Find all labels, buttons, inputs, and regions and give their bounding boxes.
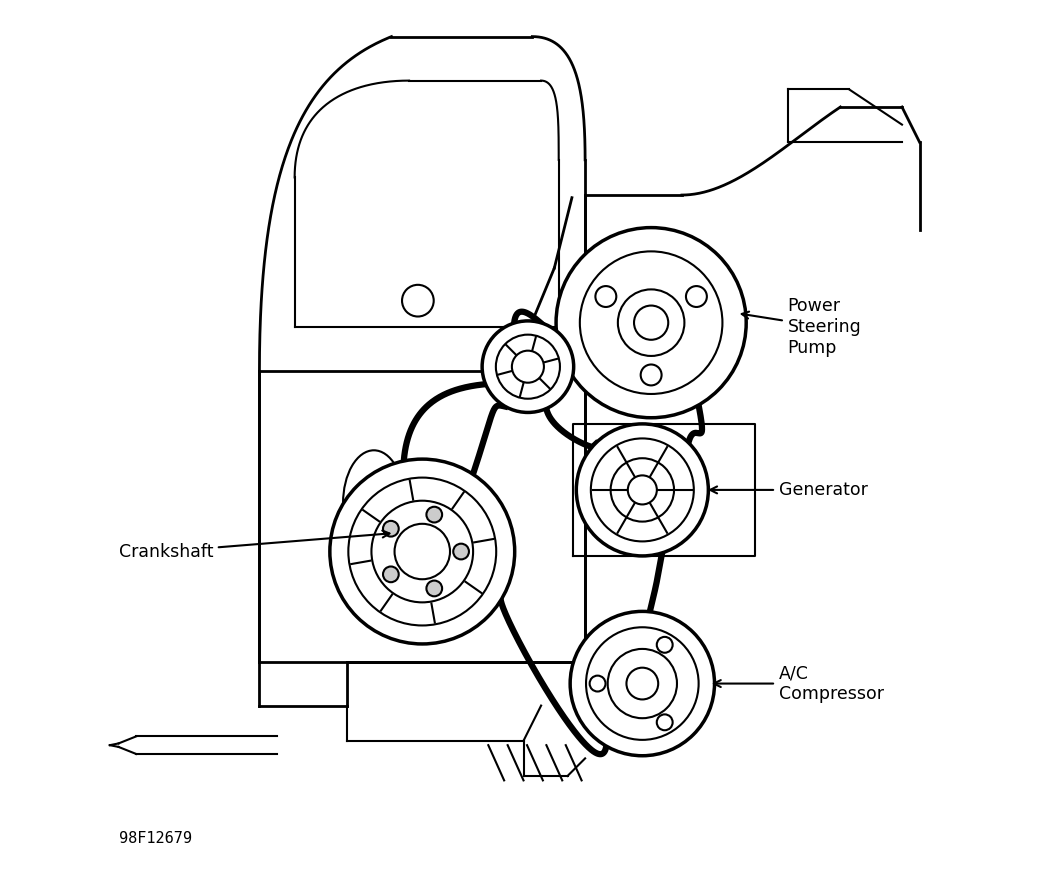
Circle shape xyxy=(349,478,496,625)
Text: A/C
Compressor: A/C Compressor xyxy=(714,664,884,703)
Circle shape xyxy=(571,611,714,756)
Circle shape xyxy=(686,286,707,307)
Circle shape xyxy=(330,459,515,644)
Circle shape xyxy=(641,365,662,385)
Circle shape xyxy=(586,627,698,740)
Circle shape xyxy=(383,567,399,582)
Text: Generator: Generator xyxy=(710,481,868,499)
Circle shape xyxy=(610,458,674,522)
Circle shape xyxy=(372,501,473,602)
Circle shape xyxy=(618,290,685,356)
Circle shape xyxy=(656,637,672,653)
Circle shape xyxy=(626,668,659,699)
Circle shape xyxy=(496,335,560,399)
Circle shape xyxy=(576,424,709,556)
Circle shape xyxy=(556,228,747,418)
Circle shape xyxy=(482,321,574,412)
Circle shape xyxy=(395,524,450,579)
Circle shape xyxy=(589,675,605,691)
Circle shape xyxy=(628,475,656,504)
Text: Crankshaft: Crankshaft xyxy=(118,531,389,561)
Circle shape xyxy=(591,439,694,541)
Circle shape xyxy=(596,286,617,307)
Circle shape xyxy=(453,544,469,560)
Circle shape xyxy=(634,306,668,340)
Text: 98F12679: 98F12679 xyxy=(118,832,192,847)
Circle shape xyxy=(426,581,442,596)
Circle shape xyxy=(512,351,544,382)
Circle shape xyxy=(607,649,677,718)
Circle shape xyxy=(426,507,442,523)
Circle shape xyxy=(580,252,722,394)
Text: Power
Steering
Pump: Power Steering Pump xyxy=(741,298,862,357)
Circle shape xyxy=(656,714,672,730)
Circle shape xyxy=(383,521,399,537)
